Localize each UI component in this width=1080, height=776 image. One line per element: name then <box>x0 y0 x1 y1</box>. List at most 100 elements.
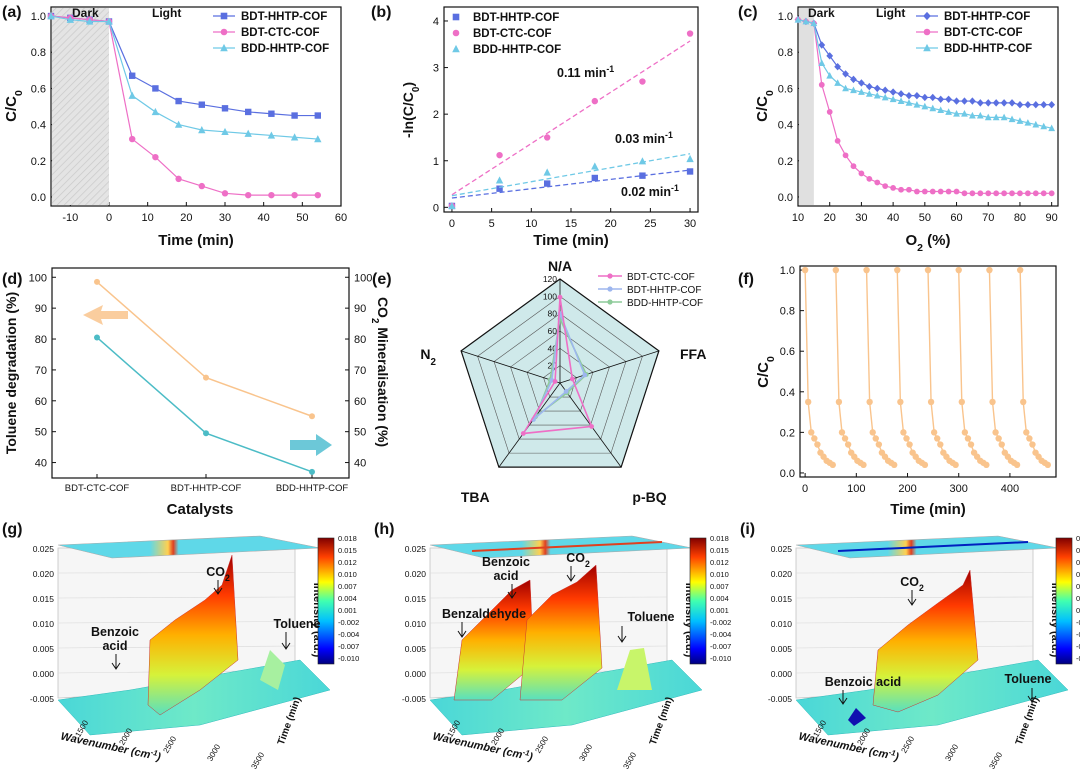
data-point <box>913 91 921 100</box>
y-tick-label: 0.4 <box>780 387 795 399</box>
arrow-co2 <box>213 580 223 595</box>
x-tick-label: 30 <box>855 212 867 224</box>
data-point <box>930 429 938 436</box>
z-tick-label: 0.015 <box>33 594 55 604</box>
data-point <box>844 441 852 448</box>
data-point <box>801 266 809 274</box>
data-point <box>591 97 599 105</box>
data-point <box>989 398 996 406</box>
data-point <box>835 398 843 406</box>
data-point <box>927 398 935 406</box>
data-point <box>810 19 818 27</box>
data-point <box>921 188 928 195</box>
data-point <box>818 59 826 66</box>
data-point <box>921 102 929 110</box>
x-tick-label: BDD-HHTP-COF <box>276 483 348 494</box>
data-point <box>953 97 960 105</box>
cycle-line <box>835 270 864 466</box>
data-point <box>94 334 100 341</box>
data-point <box>900 429 907 436</box>
x-axis-title: Time (min) <box>533 232 609 249</box>
data-point <box>638 157 647 165</box>
z-tick-label: 0.025 <box>405 544 427 554</box>
colorbar-tick-label: -0.002 <box>338 618 359 627</box>
y-tick-label-left: 40 <box>35 458 47 470</box>
data-point <box>937 95 945 103</box>
x-tick-label: BDT-HHTP-COF <box>171 483 242 494</box>
surface-peak <box>147 554 239 716</box>
data-point <box>1044 461 1052 469</box>
legend-marker <box>607 299 613 305</box>
data-point <box>866 175 873 182</box>
arrow-benzoic <box>838 690 848 705</box>
x-tick-label: 15 <box>565 218 577 230</box>
data-point <box>898 186 904 193</box>
cycle-line <box>804 270 834 466</box>
annotation-co2: CO2 <box>566 551 590 569</box>
annotation-toluene: Toluene <box>1005 672 1052 686</box>
grid-line <box>429 596 668 599</box>
data-point <box>869 429 876 436</box>
panel-i: (i)0.0250.0200.0150.0100.0050.000-0.005W… <box>740 521 1080 771</box>
data-point <box>863 266 870 274</box>
x-tick-label: 20 <box>180 212 192 224</box>
x-tick-label: 50 <box>296 212 308 224</box>
y-tick-label: 0.2 <box>778 156 793 168</box>
data-point <box>818 41 826 49</box>
data-point <box>1032 120 1040 128</box>
left-axis-arrow <box>83 305 128 325</box>
x-tick-label: 3500 <box>987 750 1004 770</box>
light-label: Light <box>152 6 181 20</box>
data-point <box>953 110 960 117</box>
data-point <box>961 97 968 105</box>
data-point <box>1008 99 1016 107</box>
y-tick-label-right: 60 <box>354 396 366 408</box>
annotation-acid: acid <box>102 639 127 653</box>
radar-axis-label: TBA <box>461 489 490 505</box>
data-point <box>1023 429 1030 436</box>
y-tick-label: 0 <box>433 202 439 214</box>
surface-dip <box>848 708 866 726</box>
annotation-acid: acid <box>493 569 518 583</box>
data-point <box>976 99 984 107</box>
data-point <box>314 191 321 199</box>
data-point <box>814 441 821 448</box>
dark-region <box>799 8 814 205</box>
data-point <box>591 162 599 170</box>
data-point <box>929 93 937 102</box>
data-point <box>924 266 932 274</box>
colorbar <box>689 537 707 665</box>
data-point <box>543 168 551 176</box>
data-point <box>983 461 990 469</box>
data-point <box>889 95 897 103</box>
data-point <box>961 429 969 436</box>
arrow-toluene <box>1027 688 1037 703</box>
data-point <box>961 190 968 197</box>
data-point <box>890 185 897 191</box>
data-point <box>47 12 55 20</box>
fit-line <box>451 40 691 196</box>
arrow-benzaldehyde <box>457 622 467 638</box>
rate-label-ctc: 0.11 min-1 <box>557 64 614 80</box>
z-tick-label: 0.010 <box>771 619 793 629</box>
data-point <box>569 376 575 382</box>
cycle-line <box>1019 270 1049 466</box>
annotation-benzoic: Benzoic <box>482 555 530 569</box>
data-point <box>953 188 960 195</box>
data-point <box>952 461 959 469</box>
legend-marker <box>452 13 460 21</box>
data-point <box>66 15 75 23</box>
x-tick-label: 60 <box>950 212 962 224</box>
data-point <box>881 86 889 94</box>
surface-bump <box>617 648 652 690</box>
data-point <box>905 91 913 100</box>
data-point <box>889 88 897 96</box>
data-point <box>105 17 113 25</box>
radar-grid-ring <box>493 313 627 440</box>
data-point <box>314 112 321 119</box>
colorbar-tick-label: 0.012 <box>710 558 729 567</box>
legend-label: BDT-HHTP-COF <box>241 11 327 23</box>
data-point <box>937 106 945 114</box>
data-point <box>221 127 229 136</box>
